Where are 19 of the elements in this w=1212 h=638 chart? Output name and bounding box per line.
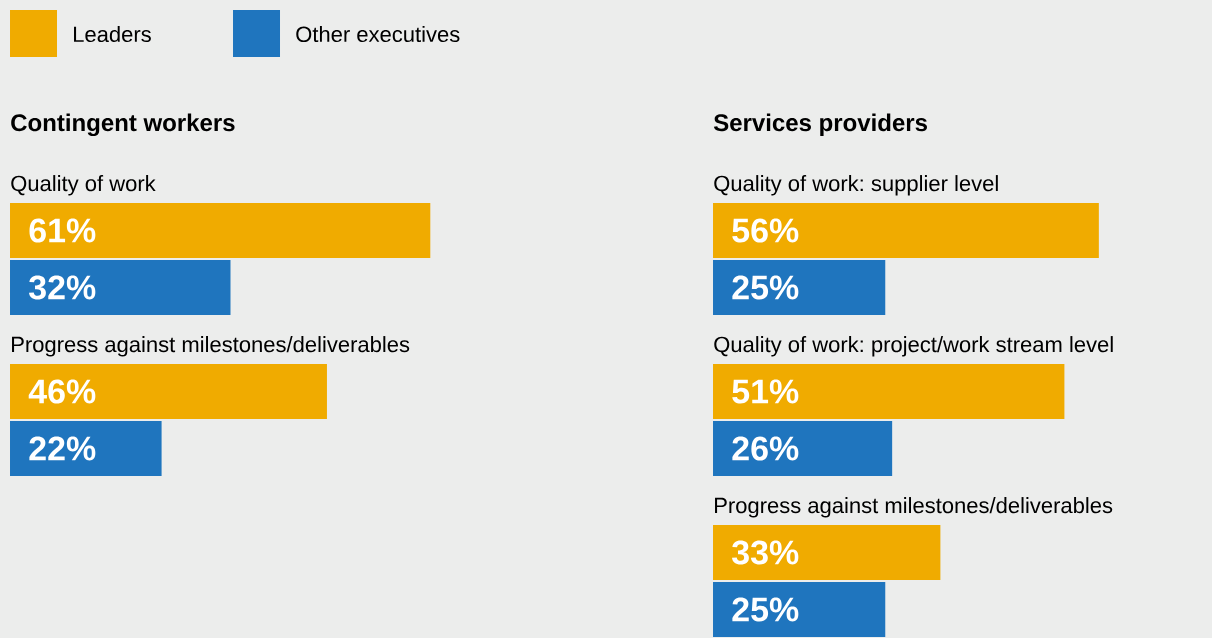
data-label: 51% [732, 379, 799, 404]
legend-label: Other executives [296, 25, 460, 43]
data-label: 33% [731, 540, 799, 565]
data-label: 61% [29, 218, 96, 243]
data-label: 26% [732, 436, 799, 461]
y-tick-label: Quality of work: supplier level [714, 175, 998, 196]
y-tick-label: Quality of work: project/work stream level [714, 336, 1113, 357]
legend-label: Leaders [74, 25, 151, 43]
data-label: 32% [28, 275, 96, 300]
data-label: 56% [732, 218, 799, 243]
data-label: 22% [29, 436, 96, 461]
data-label: 25% [732, 275, 799, 300]
chart-title: Contingent workers [11, 113, 235, 137]
y-tick-label: Progress against milestones/deliverables [715, 497, 1113, 518]
data-label: 25% [732, 597, 799, 622]
y-tick-label: Progress against milestones/deliverables [12, 336, 410, 357]
y-tick-label: Quality of work [11, 175, 156, 196]
chart-title: Services providers [713, 113, 927, 136]
data-label: 46% [28, 379, 96, 404]
